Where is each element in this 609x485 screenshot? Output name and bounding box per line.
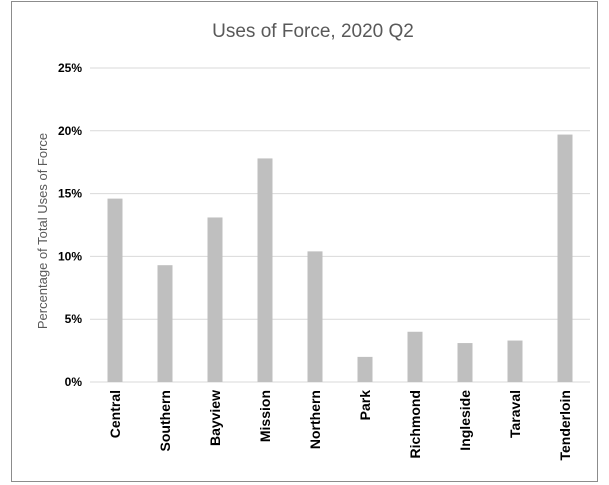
category-label-ingleside: Ingleside xyxy=(457,390,473,451)
bar-richmond xyxy=(407,331,423,382)
bar-central xyxy=(107,198,123,382)
y-tick-label: 0% xyxy=(65,375,83,389)
category-label-northern: Northern xyxy=(307,390,323,449)
bar-ingleside xyxy=(457,343,473,382)
bar-northern xyxy=(307,251,323,382)
y-tick-label: 10% xyxy=(58,249,82,263)
category-label-richmond: Richmond xyxy=(407,390,423,458)
category-label-central: Central xyxy=(107,390,123,438)
y-tick-label: 5% xyxy=(65,312,83,326)
category-label-mission: Mission xyxy=(257,390,273,442)
bar-bayview xyxy=(207,217,223,382)
category-label-tenderloin: Tenderloin xyxy=(557,390,573,461)
bars xyxy=(107,134,573,382)
category-label-taraval: Taraval xyxy=(507,390,523,438)
category-labels: Central Southern Bayview Mission Northern Par… xyxy=(107,390,573,461)
chart-title: Uses of Force, 2020 Q2 xyxy=(212,21,414,42)
y-axis-label: Percentage of Total Uses of Force xyxy=(35,133,50,329)
bar-taraval xyxy=(507,340,523,382)
category-label-southern: Southern xyxy=(157,390,173,451)
category-label-bayview: Bayview xyxy=(207,390,223,446)
y-tick-label: 15% xyxy=(58,187,82,201)
bar-park xyxy=(357,356,373,382)
gridlines xyxy=(90,67,590,383)
category-label-park: Park xyxy=(357,390,373,421)
bar-tenderloin xyxy=(557,134,573,382)
bar-mission xyxy=(257,158,273,382)
y-tick-label: 20% xyxy=(58,124,82,138)
y-axis-ticks: 0% 5% 10% 15% 20% 25% xyxy=(58,61,82,389)
y-tick-label: 25% xyxy=(58,61,82,75)
bar-southern xyxy=(157,265,173,382)
